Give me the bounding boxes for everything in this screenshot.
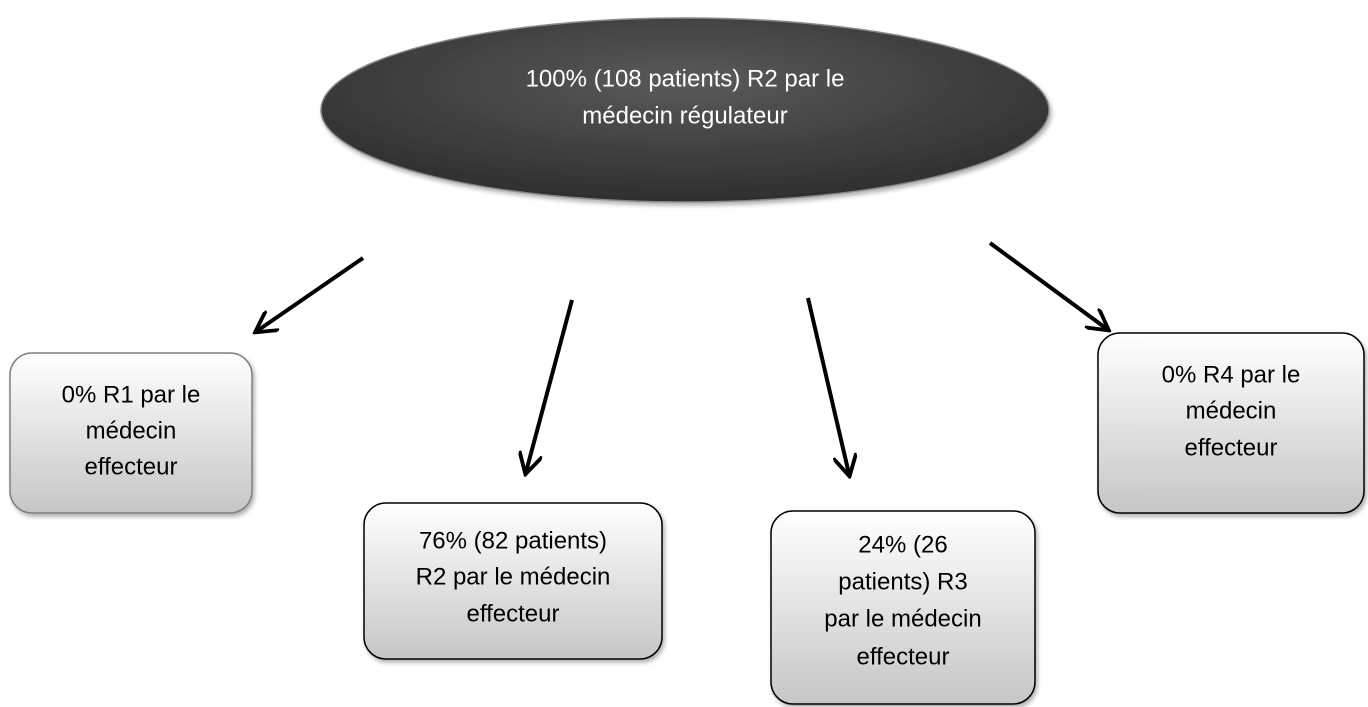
child-node: 24% (26 patients) R3 par le médecin effe… — [770, 510, 1036, 705]
arrow — [526, 299, 574, 472]
node-label: 0% R4 par le — [1162, 361, 1301, 388]
arrows — [257, 241, 1107, 474]
arrow — [806, 297, 849, 474]
arrow — [257, 256, 365, 331]
node-label: effecteur — [85, 453, 178, 480]
child-node: 0% R4 par le médecin effecteur — [1097, 332, 1365, 514]
node-box — [770, 510, 1036, 705]
child-node: 76% (82 patients) R2 par le médecin effe… — [363, 502, 663, 660]
node-label: R2 par le médecin — [416, 563, 611, 590]
root-ellipse — [320, 17, 1050, 203]
node-label: médecin — [1186, 397, 1277, 424]
node-label: 100% (108 patients) R2 par le — [526, 65, 845, 92]
node-label: médecin régulateur — [582, 102, 787, 129]
node-box — [363, 502, 663, 660]
arrow — [988, 241, 1107, 329]
node-label: 0% R1 par le — [62, 381, 201, 408]
node-label: médecin — [86, 417, 177, 444]
node-box — [1097, 332, 1365, 514]
node-label: effecteur — [467, 600, 560, 627]
node-label: par le médecin — [824, 605, 981, 632]
node-label: patients) R3 — [838, 568, 967, 595]
node-label: 24% (26 — [858, 531, 947, 558]
root-node: 100% (108 patients) R2 par le médecin ré… — [320, 17, 1050, 203]
node-box — [9, 352, 253, 514]
child-node: 0% R1 par le médecin effecteur — [9, 352, 253, 514]
node-label: 76% (82 patients) — [419, 527, 607, 554]
node-label: effecteur — [857, 643, 950, 670]
node-label: effecteur — [1185, 434, 1278, 461]
